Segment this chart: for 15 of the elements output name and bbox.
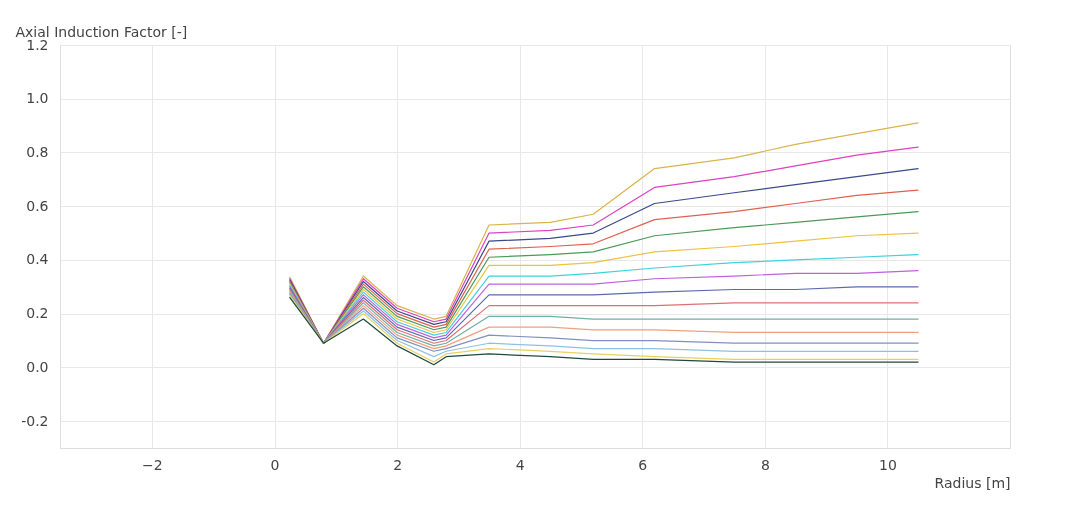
x-tick-label: 10 <box>879 456 897 473</box>
y-tick-label: 0.2 <box>26 305 49 322</box>
y-tick-label: 0.8 <box>26 143 49 160</box>
x-tick-label: 8 <box>760 456 770 473</box>
x-axis-title: Radius [m] <box>934 474 1011 491</box>
y-tick-label: -0.2 <box>21 412 49 429</box>
y-tick-label: 1.0 <box>26 90 49 107</box>
y-tick-label: 0.0 <box>26 358 49 375</box>
x-tick-label: 4 <box>515 456 525 473</box>
x-tick-label: 0 <box>270 456 280 473</box>
x-tick-label: 2 <box>393 456 403 473</box>
y-tick-label: 0.4 <box>26 251 49 268</box>
x-tick-label: 6 <box>638 456 648 473</box>
y-tick-label: 0.6 <box>26 197 49 214</box>
x-tick-label: −2 <box>142 456 163 473</box>
